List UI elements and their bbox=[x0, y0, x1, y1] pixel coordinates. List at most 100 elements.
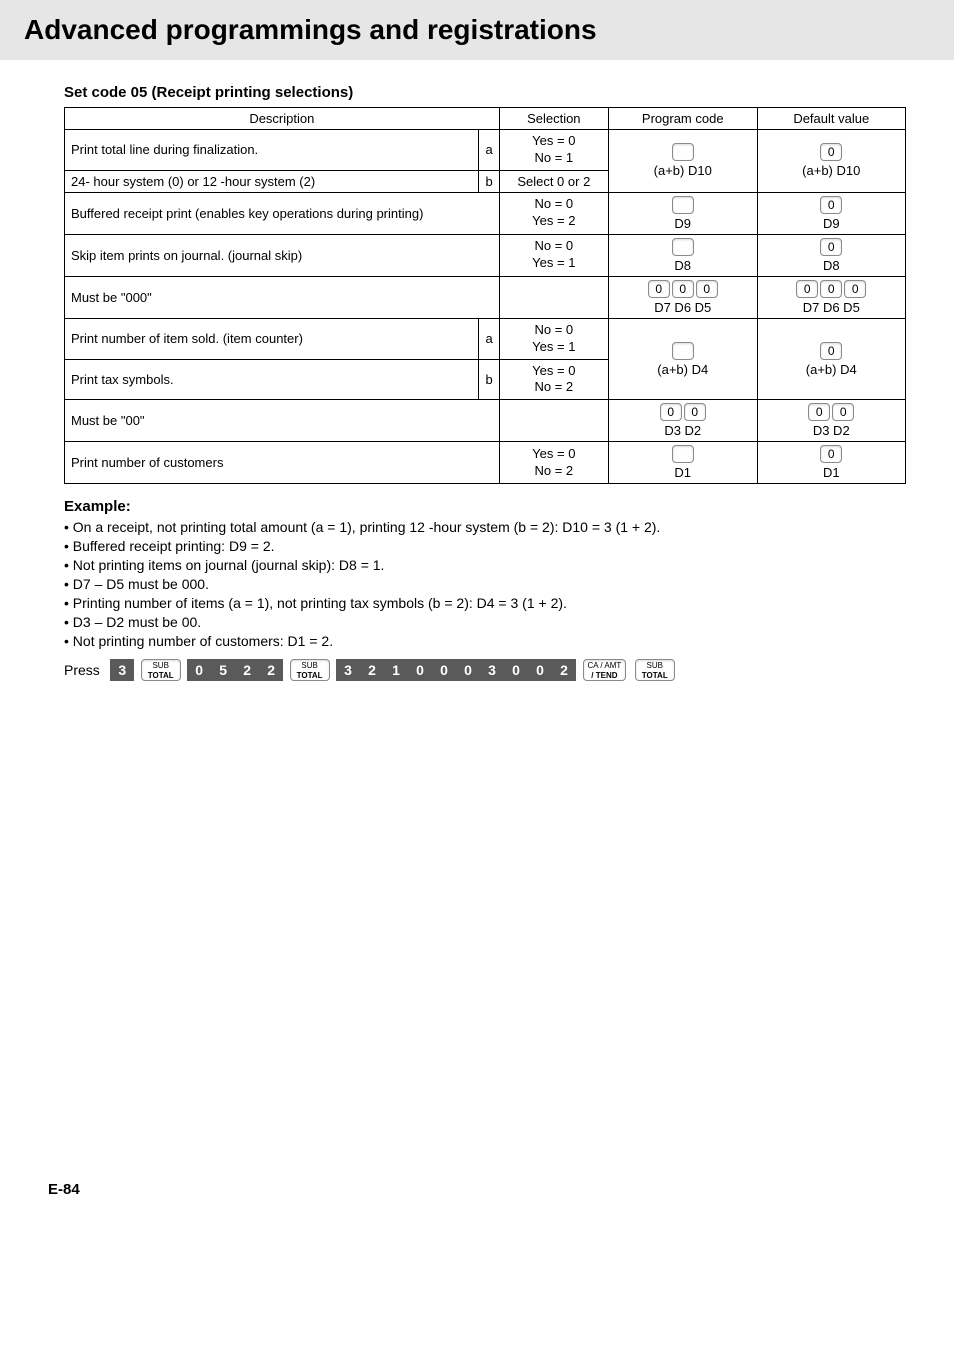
press-label: Press bbox=[64, 662, 100, 678]
bullet-item: On a receipt, not printing total amount … bbox=[64, 519, 906, 535]
sel-cell: Yes = 0 No = 2 bbox=[499, 442, 608, 484]
prog-caption: (a+b) D10 bbox=[615, 163, 751, 178]
table-row: Buffered receipt print (enables key oper… bbox=[65, 192, 906, 234]
key-zero: 0 bbox=[684, 403, 706, 421]
empty-box bbox=[672, 238, 694, 256]
sel-cell: Yes = 0 No = 2 bbox=[499, 359, 608, 400]
prog-caption: D1 bbox=[615, 465, 751, 480]
key-subtotal: SUBTOTAL bbox=[290, 659, 330, 681]
key-zero: 0 bbox=[808, 403, 830, 421]
key-3: 3 bbox=[480, 659, 504, 681]
subheading: Set code 05 (Receipt printing selections… bbox=[64, 84, 906, 101]
prog-caption: D9 bbox=[615, 216, 751, 231]
bullet-item: D7 – D5 must be 000. bbox=[64, 576, 906, 592]
desc-cell: Buffered receipt print (enables key oper… bbox=[65, 192, 500, 234]
page-footer: E-84 bbox=[0, 1181, 954, 1218]
prog-caption: D7 D6 D5 bbox=[615, 300, 751, 315]
key-ca-top: CA / AMT bbox=[588, 661, 622, 671]
key-sub-top: SUB bbox=[146, 661, 176, 671]
key-0: 0 bbox=[504, 659, 528, 681]
def-cell: 000 D7 D6 D5 bbox=[757, 276, 905, 318]
key-sub-top: SUB bbox=[640, 661, 670, 671]
table-row: Skip item prints on journal. (journal sk… bbox=[65, 234, 906, 276]
def-caption: D7 D6 D5 bbox=[764, 300, 899, 315]
key-zero: 0 bbox=[820, 196, 842, 214]
table-row: Print number of customers Yes = 0 No = 2… bbox=[65, 442, 906, 484]
key-subtotal: SUBTOTAL bbox=[635, 659, 675, 681]
bullet-item: Not printing items on journal (journal s… bbox=[64, 557, 906, 573]
sel-yes: Yes = 1 bbox=[532, 339, 575, 354]
key-0: 0 bbox=[408, 659, 432, 681]
key-zero: 0 bbox=[660, 403, 682, 421]
ab-cell: b bbox=[479, 170, 499, 192]
spec-table: Description Selection Program code Defau… bbox=[64, 107, 906, 484]
sel-cell: No = 0 Yes = 2 bbox=[499, 192, 608, 234]
table-row: Must be "00" 00 D3 D2 00 D3 D2 bbox=[65, 400, 906, 442]
key-2: 2 bbox=[552, 659, 576, 681]
key-5: 5 bbox=[211, 659, 235, 681]
key-0: 0 bbox=[456, 659, 480, 681]
key-zero: 0 bbox=[820, 445, 842, 463]
def-caption: (a+b) D10 bbox=[764, 163, 899, 178]
key-2: 2 bbox=[360, 659, 384, 681]
key-sub-top: SUB bbox=[295, 661, 325, 671]
def-cell: 0 D8 bbox=[757, 234, 905, 276]
table-row: Must be "000" 000 D7 D6 D5 000 D7 D6 D5 bbox=[65, 276, 906, 318]
sel-cell: No = 0 Yes = 1 bbox=[499, 234, 608, 276]
key-sub-bot: TOTAL bbox=[640, 671, 670, 681]
key-sub-bot: TOTAL bbox=[146, 671, 176, 681]
def-caption: D9 bbox=[764, 216, 899, 231]
col-default-value: Default value bbox=[757, 108, 905, 130]
sel-no: No = 2 bbox=[534, 463, 573, 478]
key-0: 0 bbox=[187, 659, 211, 681]
desc-cell: Must be "00" bbox=[65, 400, 500, 442]
key-subtotal: SUBTOTAL bbox=[141, 659, 181, 681]
sel-yes: Yes = 2 bbox=[532, 213, 575, 228]
empty-box bbox=[672, 143, 694, 161]
key-zero: 0 bbox=[832, 403, 854, 421]
prog-cell: 000 D7 D6 D5 bbox=[608, 276, 757, 318]
bullet-item: D3 – D2 must be 00. bbox=[64, 614, 906, 630]
table-header-row: Description Selection Program code Defau… bbox=[65, 108, 906, 130]
page-title: Advanced programmings and registrations bbox=[24, 14, 930, 46]
prog-cell: D1 bbox=[608, 442, 757, 484]
sel-yes: Yes = 0 bbox=[532, 446, 575, 461]
empty-box bbox=[672, 196, 694, 214]
key-0: 0 bbox=[432, 659, 456, 681]
bullet-item: Buffered receipt printing: D9 = 2. bbox=[64, 538, 906, 554]
def-cell: 0 (a+b) D10 bbox=[757, 130, 905, 193]
key-3: 3 bbox=[110, 659, 134, 681]
sel-cell: Select 0 or 2 bbox=[499, 170, 608, 192]
col-description: Description bbox=[65, 108, 500, 130]
ab-cell: a bbox=[479, 130, 499, 171]
def-cell: 0 D1 bbox=[757, 442, 905, 484]
key-2: 2 bbox=[235, 659, 259, 681]
desc-cell: Print number of customers bbox=[65, 442, 500, 484]
press-sequence: Press 3 SUBTOTAL 0522 SUBTOTAL 321000300… bbox=[64, 659, 906, 681]
prog-caption: D3 D2 bbox=[615, 423, 751, 438]
sel-yes: Yes = 0 bbox=[532, 133, 575, 148]
def-cell: 0 D9 bbox=[757, 192, 905, 234]
key-zero: 0 bbox=[820, 143, 842, 161]
sel-no: No = 0 bbox=[534, 238, 573, 253]
col-selection: Selection bbox=[499, 108, 608, 130]
sel-cell bbox=[499, 400, 608, 442]
prog-cell: D9 bbox=[608, 192, 757, 234]
sel-no: No = 1 bbox=[534, 150, 573, 165]
bullet-item: Not printing number of customers: D1 = 2… bbox=[64, 633, 906, 649]
prog-cell: (a+b) D10 bbox=[608, 130, 757, 193]
sel-yes: Yes = 1 bbox=[532, 255, 575, 270]
table-row: Print total line during finalization. a … bbox=[65, 130, 906, 171]
ab-cell: a bbox=[479, 318, 499, 359]
key-1: 1 bbox=[384, 659, 408, 681]
col-program-code: Program code bbox=[608, 108, 757, 130]
example-heading: Example: bbox=[64, 498, 906, 515]
empty-box bbox=[672, 342, 694, 360]
key-zero: 0 bbox=[820, 280, 842, 298]
desc-cell: Skip item prints on journal. (journal sk… bbox=[65, 234, 500, 276]
sel-no: No = 0 bbox=[534, 196, 573, 211]
desc-cell: 24- hour system (0) or 12 -hour system (… bbox=[65, 170, 479, 192]
sel-yes: Yes = 0 bbox=[532, 363, 575, 378]
def-cell: 0 (a+b) D4 bbox=[757, 318, 905, 400]
prog-cell: (a+b) D4 bbox=[608, 318, 757, 400]
